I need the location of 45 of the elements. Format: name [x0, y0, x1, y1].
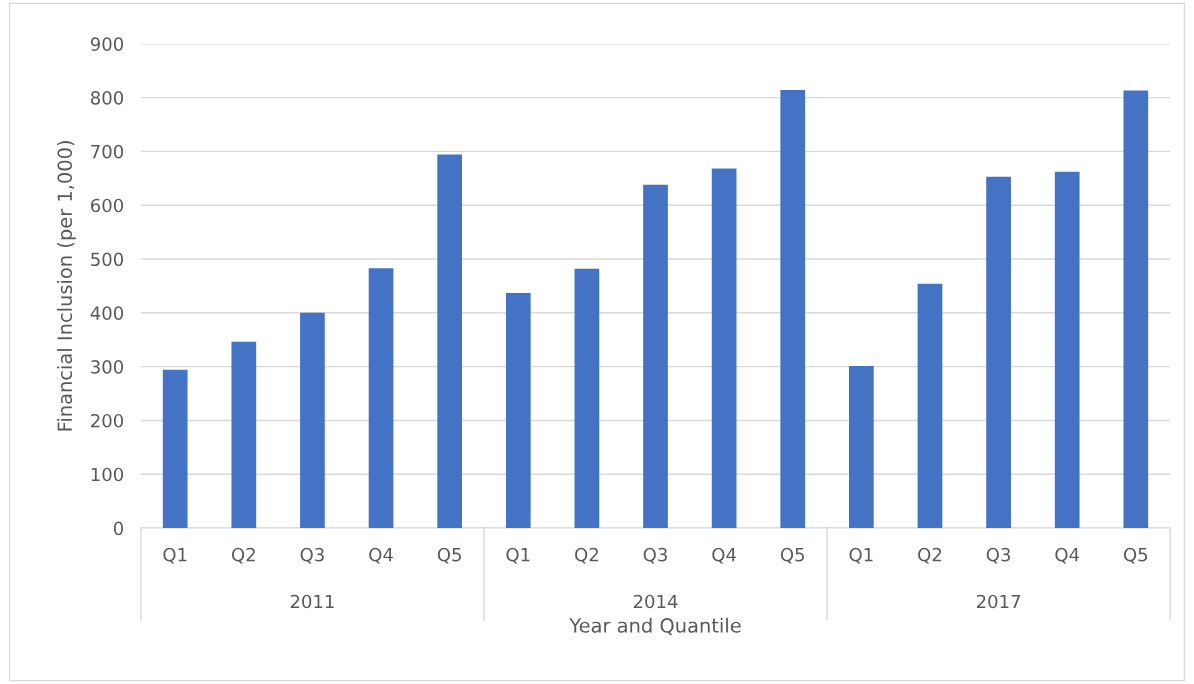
x-tick-label: Q3: [986, 547, 1010, 564]
y-tick-label: 700: [91, 144, 124, 159]
bar: [368, 268, 394, 529]
bar: [1054, 171, 1080, 529]
x-tick-label: Q5: [1123, 547, 1148, 564]
text: 2017: [976, 594, 1021, 609]
y-tick-label: 300: [91, 360, 124, 374]
x-tick-label: Q2: [231, 547, 255, 564]
y-tick-label: 800: [90, 91, 124, 105]
bar: [574, 268, 600, 529]
x-tick-label: Q1: [163, 547, 187, 564]
x-axis-title: Year and Quantile: [569, 617, 741, 636]
x-tick-label: Q4: [712, 547, 736, 564]
y-tick-label: 400: [90, 306, 124, 320]
y-axis-title: Financial Inclusion (per 1,000): [57, 141, 76, 431]
x-tick-label: Q1: [506, 547, 530, 564]
bar: [505, 292, 531, 529]
bar: [231, 341, 257, 529]
y-tick-label: 200: [91, 413, 124, 428]
x-tick-label: Q5: [780, 547, 805, 564]
text: 2014: [633, 594, 678, 609]
bar: [711, 168, 737, 529]
bar: [986, 176, 1011, 529]
x-tick-label: Q2: [575, 547, 598, 564]
x-tick-label: Q3: [300, 547, 324, 564]
y-tick-label: 900: [90, 37, 124, 51]
bar: [643, 184, 668, 529]
y-tick-label: 500: [91, 252, 124, 267]
bar: [917, 283, 943, 529]
y-tick-label: 100: [91, 467, 124, 482]
x-tick-label: Q3: [643, 547, 667, 564]
x-tick-label: Q4: [369, 547, 393, 564]
x-tick-label: Q1: [849, 547, 873, 564]
bar: [300, 312, 325, 529]
bar: [162, 369, 188, 529]
x-tick-label: Q2: [918, 547, 942, 564]
text: 2011: [290, 594, 334, 609]
x-tick-label: Q4: [1055, 547, 1080, 564]
bar: [780, 90, 806, 529]
bar: [437, 154, 463, 529]
bar: [849, 366, 874, 529]
x-tick-label: Q5: [437, 547, 461, 564]
y-tick-label: 0: [113, 521, 124, 536]
y-tick-label: 600: [91, 198, 124, 213]
bar: [1123, 90, 1149, 529]
